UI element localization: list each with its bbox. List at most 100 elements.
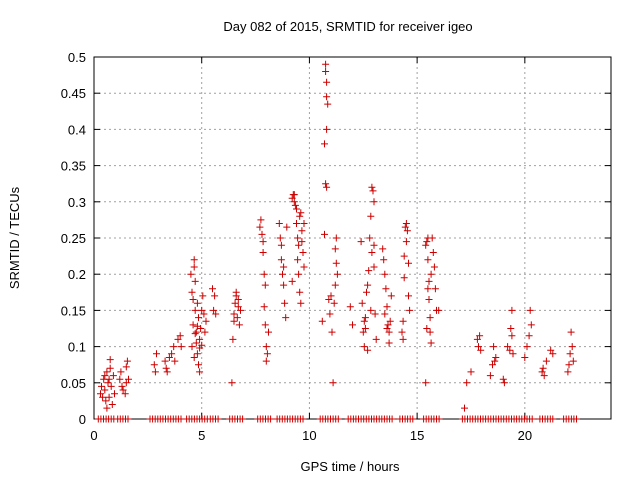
data-point xyxy=(162,364,170,372)
data-point xyxy=(370,241,378,249)
data-point xyxy=(294,234,302,242)
data-point xyxy=(232,292,240,300)
data-point xyxy=(399,317,407,325)
data-point xyxy=(193,299,201,307)
data-point xyxy=(168,350,176,358)
data-point xyxy=(402,220,410,227)
data-point xyxy=(106,364,114,372)
data-point xyxy=(282,314,290,322)
data-point xyxy=(260,270,268,278)
data-point xyxy=(405,259,412,267)
data-point xyxy=(506,346,514,354)
data-point xyxy=(365,267,373,275)
data-point xyxy=(190,263,198,271)
data-point xyxy=(333,270,341,278)
data-point xyxy=(564,368,572,376)
data-point xyxy=(423,325,431,332)
data-point xyxy=(368,183,376,191)
data-point xyxy=(331,245,339,253)
data-point xyxy=(360,317,368,325)
data-point xyxy=(370,263,378,271)
zero-point xyxy=(435,415,443,423)
data-point xyxy=(151,368,159,376)
data-point xyxy=(295,241,303,249)
data-point xyxy=(359,328,367,336)
data-point xyxy=(323,125,331,133)
data-point xyxy=(262,343,270,351)
data-point xyxy=(324,100,332,108)
data-point xyxy=(291,201,299,209)
data-point xyxy=(368,249,376,256)
data-point xyxy=(189,321,197,329)
data-point xyxy=(330,299,338,307)
data-point xyxy=(260,303,268,311)
data-point xyxy=(523,343,531,351)
data-point xyxy=(318,317,326,325)
data-point xyxy=(500,379,508,387)
y-tick-label: 0.15 xyxy=(61,303,86,318)
data-point xyxy=(322,68,330,75)
data-point xyxy=(547,346,555,354)
data-point xyxy=(212,310,220,318)
data-point xyxy=(198,306,206,314)
data-point xyxy=(199,292,207,300)
data-point xyxy=(425,277,433,285)
data-point xyxy=(123,357,131,365)
data-point xyxy=(331,281,339,289)
data-point xyxy=(323,183,331,191)
data-point xyxy=(195,314,202,322)
data-point xyxy=(283,223,291,231)
y-tick-label: 0.4 xyxy=(68,122,86,137)
data-point xyxy=(357,238,365,246)
data-point xyxy=(111,390,118,398)
x-tick-label: 5 xyxy=(198,428,205,443)
data-point xyxy=(364,281,372,289)
data-point xyxy=(262,357,270,365)
data-point xyxy=(190,256,198,264)
y-tick-label: 0.3 xyxy=(68,195,86,210)
x-tick-label: 10 xyxy=(302,428,316,443)
data-point xyxy=(509,350,517,358)
data-point xyxy=(507,325,515,332)
data-point xyxy=(192,328,200,336)
zero-point xyxy=(549,415,557,423)
data-point xyxy=(102,397,110,405)
data-point xyxy=(332,234,340,242)
y-tick-label: 0.45 xyxy=(61,86,86,101)
data-point xyxy=(177,343,185,351)
data-point xyxy=(491,357,499,365)
data-point xyxy=(424,256,432,264)
y-tick-label: 0.1 xyxy=(68,340,86,355)
zero-point xyxy=(239,415,247,423)
data-point xyxy=(426,328,434,336)
data-point xyxy=(403,227,411,235)
data-point xyxy=(499,375,507,383)
data-point xyxy=(296,288,304,296)
data-point xyxy=(366,234,374,242)
data-point xyxy=(256,223,264,231)
data-point xyxy=(109,372,117,380)
data-point xyxy=(153,350,160,358)
data-point xyxy=(233,314,241,322)
data-point xyxy=(364,346,372,354)
data-point xyxy=(435,306,443,314)
data-point xyxy=(508,332,516,340)
zero-point xyxy=(334,415,342,423)
data-point xyxy=(295,270,303,278)
data-point xyxy=(176,332,184,340)
data-point xyxy=(117,368,125,376)
data-point xyxy=(372,335,380,343)
data-point xyxy=(188,288,196,296)
data-point xyxy=(297,209,305,217)
data-point xyxy=(521,354,529,361)
chart-title: Day 082 of 2015, SRMTID for receiver ige… xyxy=(223,19,472,34)
data-point xyxy=(424,285,432,293)
data-point xyxy=(165,354,173,361)
data-point xyxy=(106,356,114,364)
data-point xyxy=(189,296,197,303)
data-point xyxy=(371,310,379,318)
y-tick-label: 0 xyxy=(79,412,86,427)
data-point xyxy=(296,212,304,220)
data-point xyxy=(299,249,307,256)
data-point xyxy=(379,245,387,253)
